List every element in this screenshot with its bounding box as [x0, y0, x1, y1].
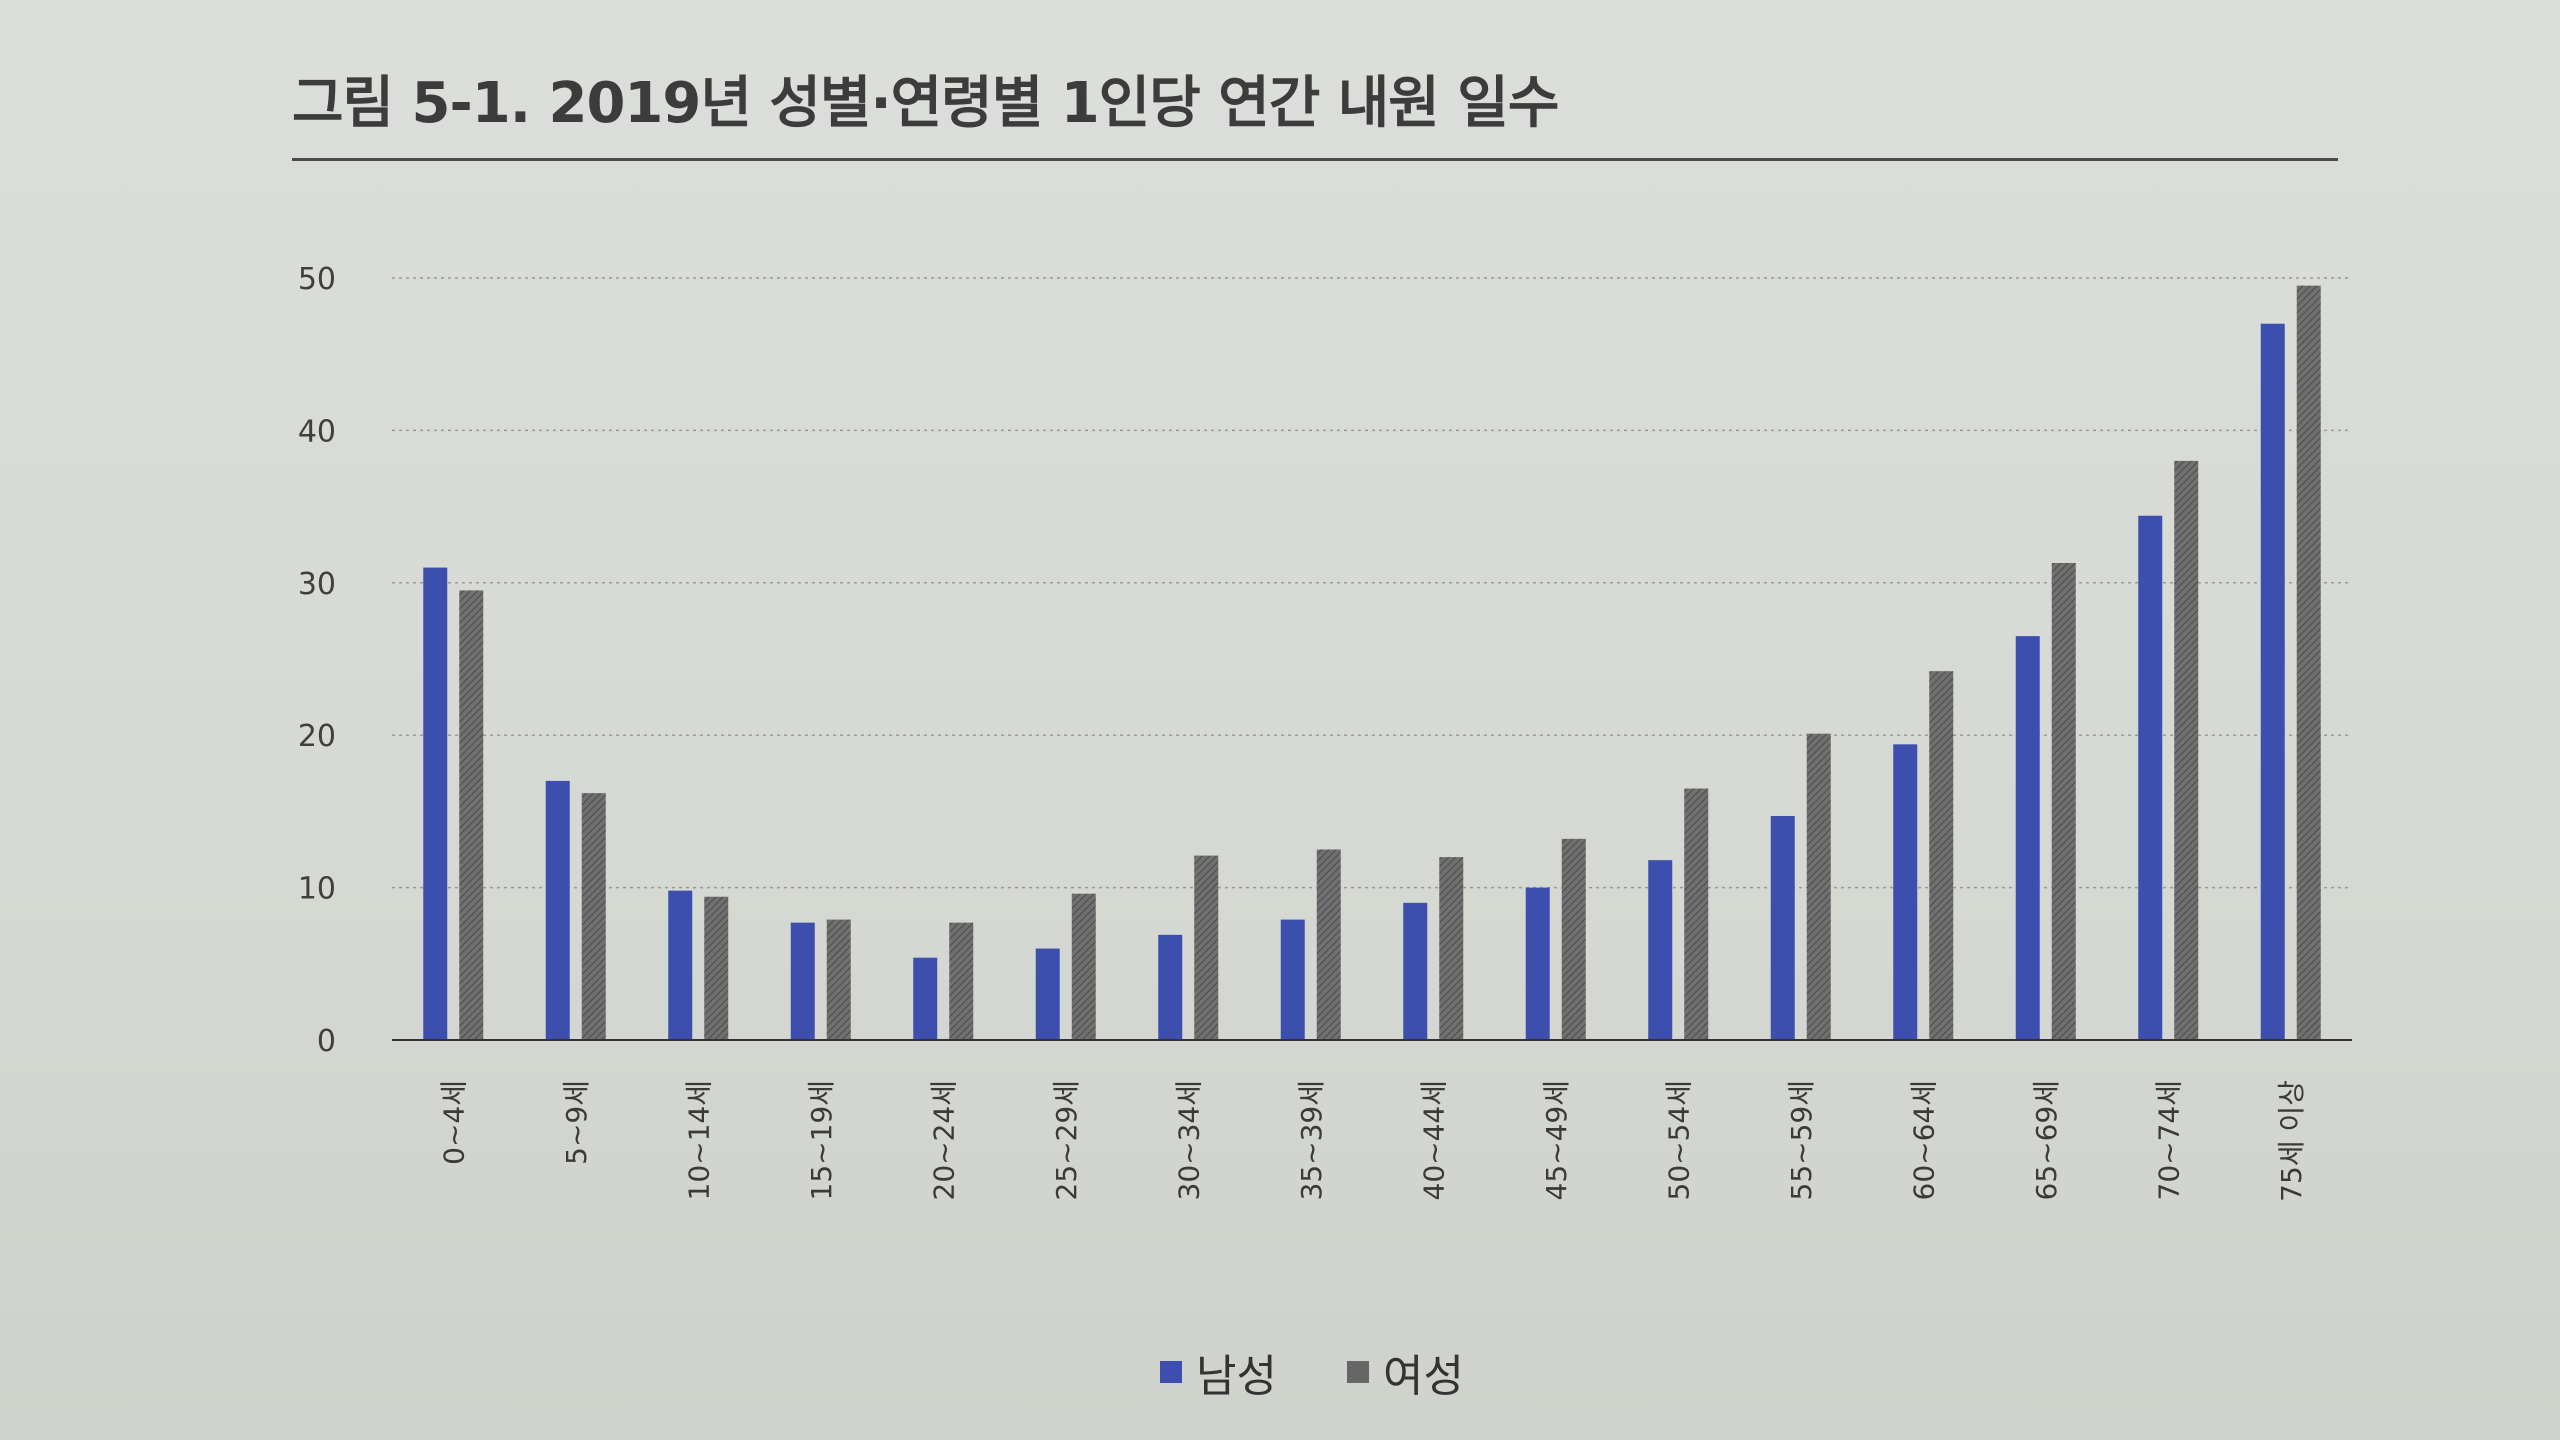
bar-female-11 [1806, 733, 1831, 1040]
bar-male-11 [1770, 815, 1795, 1040]
bar-male-10 [1648, 860, 1673, 1040]
x-category-label: 55~59세 [1785, 1080, 1818, 1200]
bar-female-7 [1316, 849, 1341, 1040]
bar-female-8 [1439, 857, 1464, 1040]
bar-male-1 [545, 780, 570, 1040]
x-category-label: 15~19세 [805, 1080, 838, 1200]
bar-male-8 [1403, 902, 1428, 1040]
x-category-label: 45~49세 [1540, 1080, 1573, 1200]
bar-female-3 [826, 919, 851, 1040]
legend-item-male: 남성 [1160, 1340, 1277, 1404]
y-tick-label: 30 [298, 567, 336, 602]
bar-female-14 [2174, 460, 2199, 1040]
y-tick-label: 50 [298, 262, 336, 297]
x-category-label: 0~4세 [437, 1080, 470, 1165]
x-category-label: 25~29세 [1050, 1080, 1083, 1200]
x-category-label: 30~34세 [1172, 1080, 1205, 1200]
bar-female-0 [459, 590, 484, 1040]
legend-label-male: 남성 [1196, 1351, 1277, 1402]
x-category-label: 50~54세 [1662, 1080, 1695, 1200]
title-rule [292, 158, 2338, 161]
x-category-label: 70~74세 [2152, 1080, 2185, 1200]
y-axis-ticks: 0 10 20 30 40 50 [298, 262, 336, 1059]
x-category-label: 20~24세 [927, 1080, 960, 1200]
legend-item-female: 여성 [1346, 1340, 1464, 1404]
bar-male-2 [668, 890, 693, 1040]
bar-female-1 [581, 793, 606, 1040]
x-category-label: 60~64세 [1907, 1080, 1940, 1200]
bar-female-4 [949, 922, 974, 1040]
bar-female-2 [704, 896, 729, 1040]
y-tick-label: 40 [298, 414, 336, 449]
bar-male-7 [1280, 919, 1305, 1040]
y-tick-label: 20 [298, 719, 336, 754]
bar-female-12 [1929, 671, 1954, 1040]
bar-male-6 [1158, 934, 1183, 1040]
bar-female-6 [1194, 855, 1219, 1040]
bar-male-4 [913, 957, 938, 1040]
x-category-label: 40~44세 [1417, 1080, 1450, 1200]
bar-male-12 [1893, 744, 1918, 1040]
bar-male-13 [2015, 636, 2040, 1040]
x-category-label: 35~39세 [1295, 1080, 1328, 1200]
legend: 남성 여성 [1160, 1340, 1464, 1404]
figure-title: 그림 5-1. 2019년 성별·연령별 1인당 연간 내원 일수 [292, 71, 1559, 136]
bar-male-0 [423, 567, 448, 1040]
bar-female-15 [2296, 285, 2321, 1040]
bar-male-3 [790, 922, 815, 1040]
bar-male-5 [1035, 948, 1060, 1040]
bar-female-5 [1071, 893, 1096, 1040]
bar-female-13 [2051, 562, 2076, 1040]
x-category-label: 75세 이상 [2275, 1080, 2308, 1202]
x-category-label: 5~9세 [560, 1080, 593, 1165]
x-axis-categories: 0~4세 5~9세 10~14세 15~19세 20~24세 25~29세 30~34세 35… [437, 1080, 2308, 1202]
bar-female-9 [1561, 838, 1586, 1040]
bar-male-14 [2138, 515, 2163, 1040]
bar-male-15 [2260, 323, 2285, 1041]
y-tick-label: 0 [317, 1024, 336, 1059]
legend-swatch-female [1346, 1361, 1369, 1383]
x-category-label: 65~69세 [2030, 1080, 2063, 1200]
bar-female-10 [1684, 788, 1709, 1040]
x-category-label: 10~14세 [682, 1080, 715, 1200]
bar-male-9 [1525, 887, 1550, 1040]
legend-swatch-male [1160, 1361, 1182, 1383]
legend-label-female: 여성 [1382, 1351, 1464, 1402]
y-tick-label: 10 [298, 872, 336, 907]
bars [423, 285, 2321, 1041]
